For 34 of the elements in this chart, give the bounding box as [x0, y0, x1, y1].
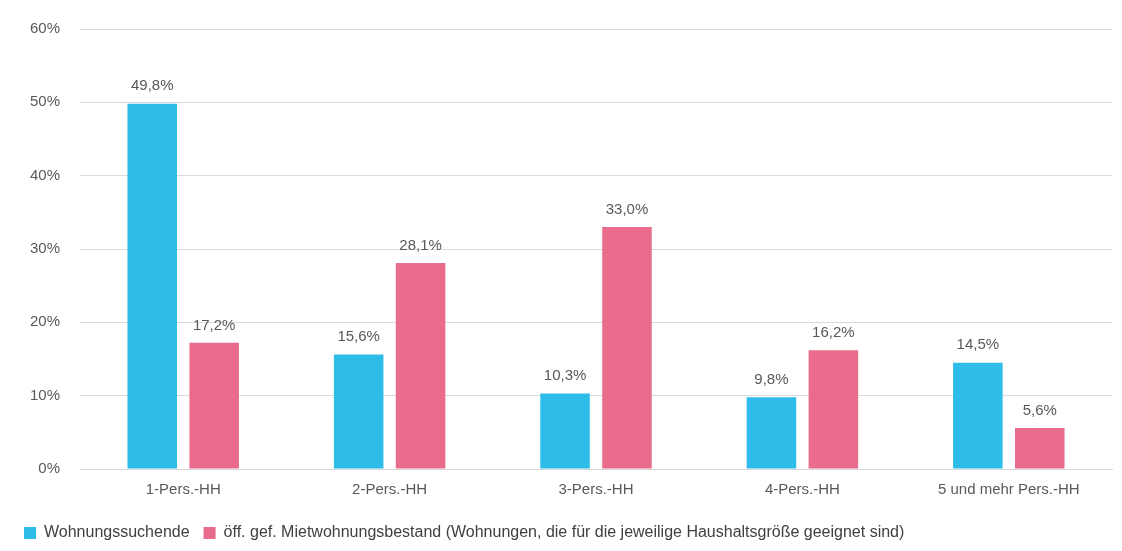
x-tick-label: 2-Pers.-HH — [352, 480, 428, 498]
bar — [1014, 427, 1065, 469]
bar — [953, 362, 1003, 469]
data-label: 14,5% — [956, 335, 1000, 353]
x-tick-label: 3-Pers.-HH — [558, 480, 634, 498]
bar — [602, 227, 652, 469]
bar — [395, 262, 446, 469]
data-label: 17,2% — [192, 315, 236, 333]
y-tick-label: 0% — [38, 459, 61, 477]
y-tick-label: 40% — [29, 165, 61, 183]
y-tick-label: 20% — [29, 312, 61, 330]
bar — [746, 397, 797, 469]
data-label: 5,6% — [1022, 400, 1057, 418]
x-tick-label: 4-Pers.-HH — [764, 480, 840, 498]
data-label: 15,6% — [337, 327, 380, 345]
y-tick-label: 30% — [29, 239, 61, 257]
bar — [127, 103, 178, 469]
data-label: 9,8% — [754, 369, 789, 387]
data-label: 49,8% — [130, 76, 174, 94]
x-tick-label: 5 und mehr Pers.-HH — [937, 480, 1080, 498]
bar — [333, 354, 384, 469]
data-label: 16,2% — [812, 322, 855, 340]
data-label: 33,0% — [605, 199, 649, 217]
bar — [808, 350, 859, 469]
data-label: 10,3% — [543, 366, 587, 384]
y-tick-label: 60% — [29, 19, 61, 37]
x-tick-label: 1-Pers.-HH — [145, 480, 221, 498]
y-tick-label: 50% — [29, 92, 61, 110]
y-tick-label: 10% — [29, 385, 61, 403]
data-label: 28,1% — [399, 235, 442, 253]
bar — [540, 393, 590, 469]
legend-label: öff. gef. Mietwohnungsbestand (Wohnungen, die für die jeweilige Haushaltsgröße geeignet sind) — [223, 523, 905, 541]
bar — [189, 342, 239, 469]
legend-label: Wohnungssuchende — [44, 523, 190, 541]
